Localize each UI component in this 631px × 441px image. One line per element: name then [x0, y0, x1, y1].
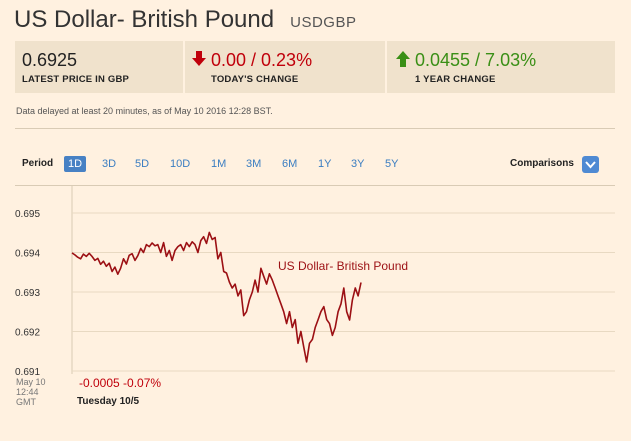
period-1m-button[interactable]: 1M	[211, 158, 227, 170]
y-tick-label: 0.694	[15, 249, 40, 260]
period-6m-button[interactable]: 6M	[282, 158, 298, 170]
stats-bar: 0.6925 LATEST PRICE IN GBP 0.00 / 0.23% …	[15, 41, 615, 93]
period-1d-button[interactable]: 1D	[64, 156, 87, 172]
period-3m-button[interactable]: 3M	[246, 158, 262, 170]
y-tick-label: 0.693	[15, 288, 40, 299]
period-5d-button[interactable]: 5D	[135, 158, 150, 170]
price-chart: 0.695 0.694 0.693 0.692 0.691 US Dollar- Brit…	[15, 186, 615, 376]
year-change-label: 1 YEAR CHANGE	[415, 74, 496, 85]
period-10d-button[interactable]: 10D	[170, 158, 191, 170]
latest-price-label: LATEST PRICE IN GBP	[22, 74, 130, 85]
timestamp-date: May 10	[16, 377, 46, 387]
chevron-down-icon[interactable]	[582, 156, 599, 173]
todays-change-value: 0.00 / 0.23%	[211, 50, 313, 70]
timestamp-zone: GMT	[16, 397, 36, 407]
period-5y-button[interactable]: 5Y	[385, 158, 399, 170]
todays-change-label: TODAY'S CHANGE	[211, 74, 299, 85]
chart-timestamp: May 10 12:44 GMT	[16, 377, 46, 407]
timestamp-time: 12:44	[16, 387, 39, 397]
chart-change-value: -0.0005 -0.07%	[79, 376, 162, 390]
page-title: US Dollar- British Pound	[14, 6, 275, 33]
period-label: Period	[22, 158, 54, 169]
chart-day-label: Tuesday 10/5	[77, 396, 140, 407]
period-1y-button[interactable]: 1Y	[318, 158, 332, 170]
period-selector: Period 1D 3D 5D 10D 1M 3M 6M 1Y 3Y 5Y Co…	[15, 150, 615, 180]
title-row: US Dollar- British Pound USDGBP	[14, 6, 356, 34]
year-change-value: 0.0455 / 7.03%	[415, 50, 537, 70]
comparisons-label: Comparisons	[510, 158, 574, 169]
todays-change-box: 0.00 / 0.23% TODAY'S CHANGE	[185, 41, 385, 93]
y-tick-label: 0.692	[15, 328, 40, 339]
series-line	[71, 231, 362, 363]
arrow-down-icon	[192, 51, 206, 66]
period-3d-button[interactable]: 3D	[102, 158, 117, 170]
delay-note: Data delayed at least 20 minutes, as of …	[16, 106, 273, 116]
divider	[15, 128, 615, 129]
year-change-box: 0.0455 / 7.03% 1 YEAR CHANGE	[387, 41, 615, 93]
latest-price-value: 0.6925	[22, 50, 78, 70]
series-label: US Dollar- British Pound	[278, 259, 408, 273]
arrow-up-icon	[396, 51, 410, 67]
latest-price-box: 0.6925 LATEST PRICE IN GBP	[15, 41, 183, 93]
divider	[15, 185, 615, 186]
ticker-symbol: USDGBP	[290, 14, 357, 31]
period-3y-button[interactable]: 3Y	[351, 158, 365, 170]
y-tick-label: 0.695	[15, 209, 40, 220]
y-tick-label: 0.691	[15, 367, 40, 376]
